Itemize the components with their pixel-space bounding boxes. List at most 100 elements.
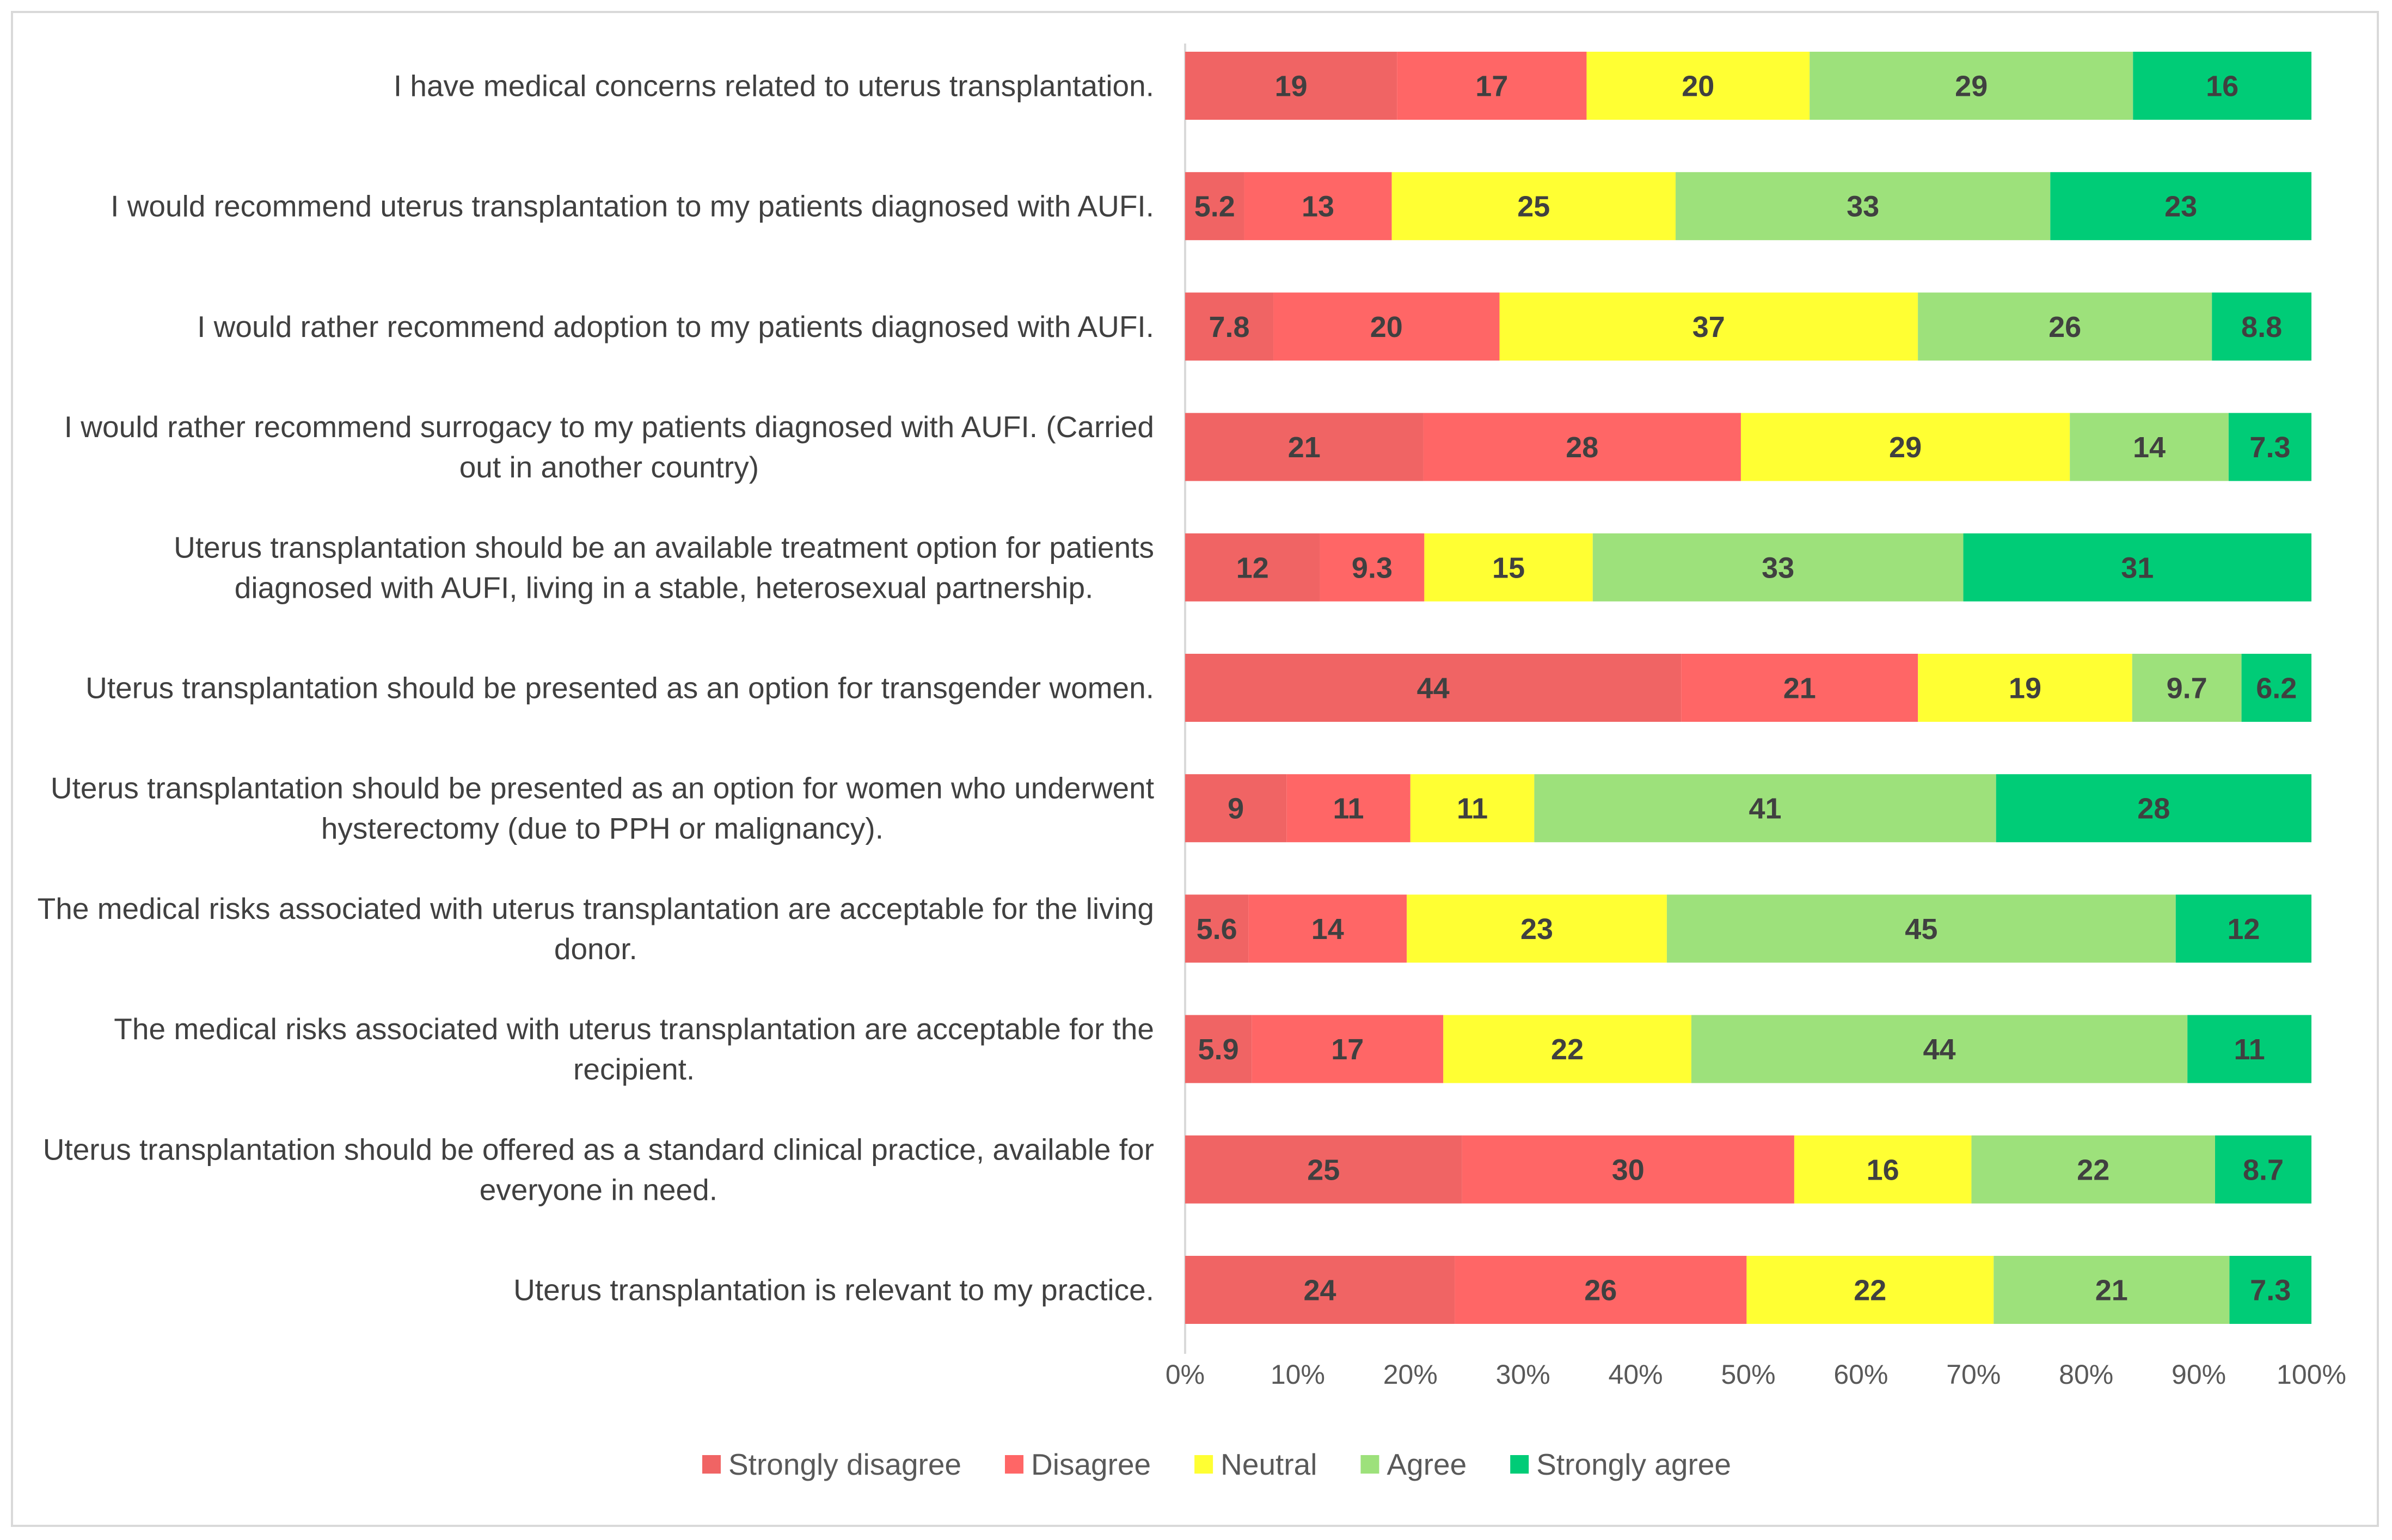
legend-swatch — [1005, 1455, 1024, 1474]
bar-segment — [1185, 894, 1249, 963]
x-tick-label: 20% — [1383, 1359, 1438, 1390]
bar-segment — [2228, 413, 2311, 481]
bar-segment — [1185, 172, 1244, 241]
x-tick-label: 0% — [1166, 1359, 1205, 1390]
data-label: 15 — [1492, 551, 1525, 584]
bar-segment — [1534, 774, 1996, 843]
x-tick-label: 50% — [1721, 1359, 1775, 1390]
x-tick-label: 80% — [2059, 1359, 2113, 1390]
data-label: 13 — [1302, 191, 1334, 223]
bar-segment — [1455, 1256, 1747, 1324]
bar-segment — [1794, 1135, 1972, 1204]
bar-segment — [1410, 774, 1535, 843]
data-label: 17 — [1475, 70, 1508, 103]
legend-swatch — [1194, 1455, 1213, 1474]
bar-segment — [1273, 292, 1500, 361]
bar-segment — [2050, 172, 2311, 241]
x-tick-label: 10% — [1271, 1359, 1325, 1390]
bar-segment — [1666, 894, 2176, 963]
data-label: 44 — [1417, 672, 1450, 705]
bar-segment — [1248, 894, 1407, 963]
bar-segment — [1397, 52, 1587, 120]
bar-segment — [1586, 52, 1810, 120]
data-label: 9.7 — [2167, 672, 2207, 705]
data-label: 8.7 — [2243, 1154, 2284, 1186]
data-label: 9.3 — [1352, 551, 1393, 584]
legend-swatch — [1360, 1455, 1379, 1474]
legend-label: Strongly agree — [1536, 1447, 1731, 1481]
legend-label: Disagree — [1031, 1447, 1151, 1481]
category-label: I would rather recommend surrogacy to my… — [64, 410, 1154, 444]
category-label: I have medical concerns related to uteru… — [394, 69, 1154, 103]
bar-segment — [2132, 654, 2242, 722]
bar-segment — [1963, 533, 2311, 602]
bar-segment — [1185, 774, 1287, 843]
data-label: 26 — [2048, 311, 2081, 343]
x-tick-label: 70% — [1946, 1359, 2001, 1390]
data-label: 7.3 — [2250, 1274, 2291, 1307]
data-label: 16 — [2206, 70, 2238, 103]
data-label: 12 — [1236, 551, 1269, 584]
bar-segment — [1462, 1135, 1794, 1204]
category-label: The medical risks associated with uterus… — [38, 892, 1154, 925]
bar-segment — [2187, 1015, 2311, 1083]
data-label: 29 — [1955, 70, 1988, 103]
category-label: out in another country) — [459, 450, 759, 484]
data-label: 22 — [2077, 1154, 2109, 1186]
bar-segment — [1185, 1015, 1252, 1083]
bar-segment — [1746, 1256, 1994, 1324]
data-label: 22 — [1551, 1033, 1584, 1066]
bar-segment — [1592, 533, 1964, 602]
bar-segment — [2175, 894, 2311, 963]
x-tick-label: 90% — [2172, 1359, 2226, 1390]
data-label: 19 — [2009, 672, 2041, 705]
data-label: 25 — [1307, 1154, 1340, 1186]
category-label: Uterus transplantation is relevant to my… — [513, 1273, 1154, 1307]
data-label: 6.2 — [2256, 672, 2297, 705]
data-label: 17 — [1331, 1033, 1364, 1066]
bar-segment — [1424, 533, 1593, 602]
x-tick-label: 40% — [1609, 1359, 1663, 1390]
data-label: 21 — [1783, 672, 1816, 705]
data-label: 11 — [2234, 1033, 2265, 1066]
data-label: 21 — [2095, 1274, 2128, 1307]
category-label: donor. — [554, 932, 637, 966]
category-label: diagnosed with AUFI, living in a stable,… — [235, 570, 1094, 604]
bar-segment — [1185, 533, 1320, 602]
bar-segment — [2229, 1256, 2311, 1324]
legend-label: Strongly disagree — [728, 1447, 961, 1481]
data-label: 28 — [2137, 793, 2170, 825]
bar-segment — [2070, 413, 2229, 481]
category-label: I would rather recommend adoption to my … — [197, 310, 1154, 343]
bar-segment — [1691, 1015, 2188, 1083]
legend-swatch — [702, 1455, 721, 1474]
bar-segment — [1286, 774, 1410, 843]
bar-segment — [1407, 894, 1667, 963]
data-label: 29 — [1889, 431, 1922, 464]
bar-segment — [1996, 774, 2311, 843]
legend-label: Neutral — [1220, 1447, 1317, 1481]
data-label: 31 — [2121, 551, 2154, 584]
bar-segment — [1185, 654, 1682, 722]
bar-segment — [2241, 654, 2311, 722]
category-label: Uterus transplantation should be an avai… — [174, 530, 1154, 564]
data-label: 30 — [1612, 1154, 1645, 1186]
bar-segment — [1994, 1256, 2230, 1324]
data-label: 19 — [1275, 70, 1308, 103]
legend-label: Agree — [1387, 1447, 1467, 1481]
data-label: 37 — [1692, 311, 1725, 343]
legend-swatch — [1510, 1455, 1529, 1474]
data-label: 28 — [1566, 431, 1598, 464]
data-label: 45 — [1905, 913, 1937, 946]
data-label: 44 — [1923, 1033, 1956, 1066]
data-label: 16 — [1867, 1154, 1899, 1186]
category-label: hysterectomy (due to PPH or malignancy). — [321, 812, 884, 845]
data-label: 14 — [1311, 913, 1344, 946]
category-label: Uterus transplantation should be present… — [51, 771, 1154, 805]
bar-segment — [1185, 413, 1424, 481]
data-label: 7.3 — [2249, 431, 2290, 464]
category-label: recipient. — [573, 1052, 695, 1086]
category-label: everyone in need. — [480, 1173, 717, 1206]
bar-segment — [1391, 172, 1676, 241]
